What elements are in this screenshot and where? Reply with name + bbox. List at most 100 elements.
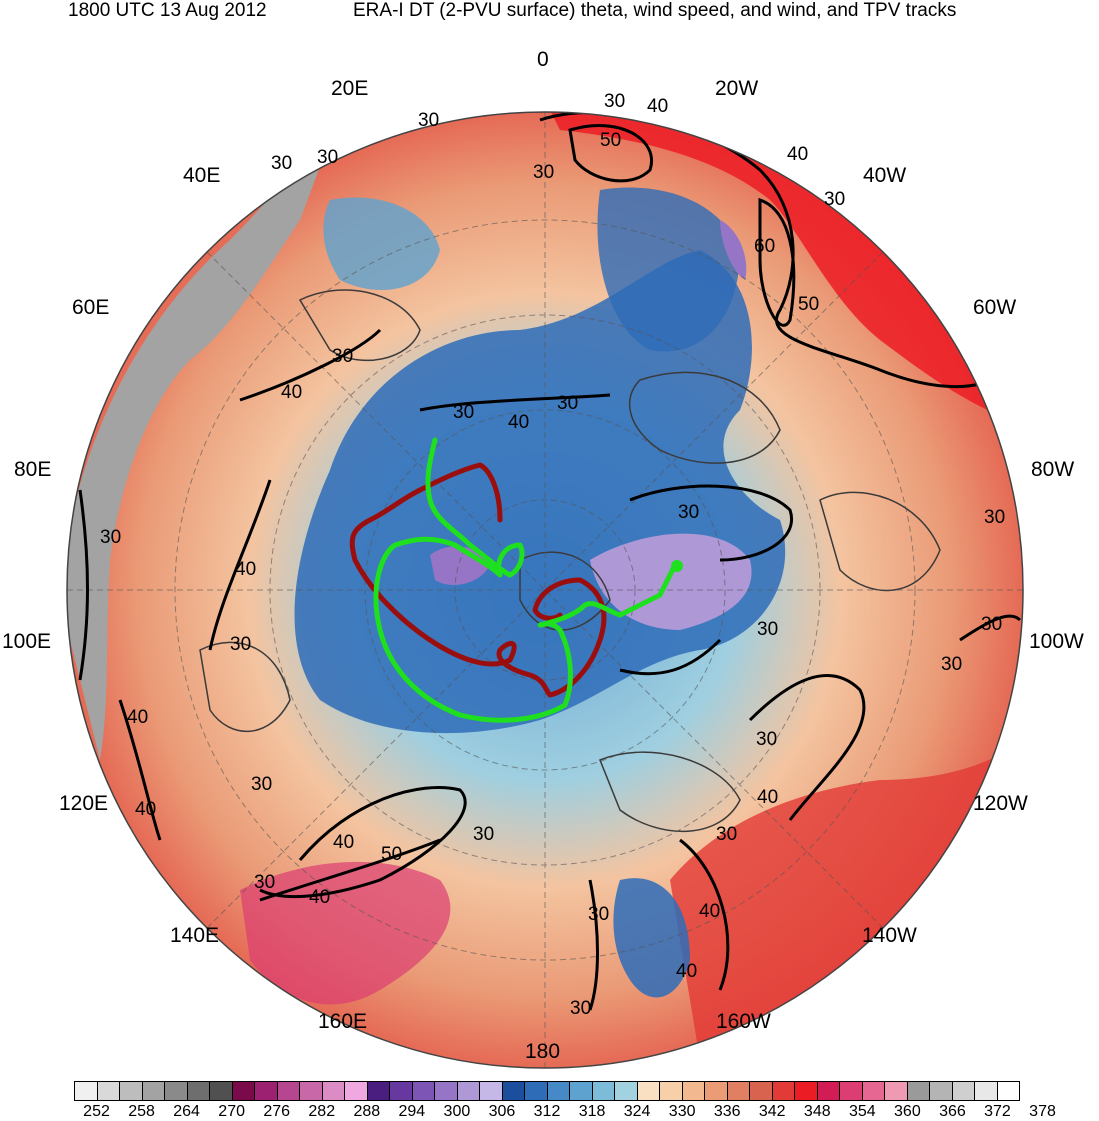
blue-pacific-trough: [613, 878, 690, 998]
tpv-track-red: [349, 462, 607, 698]
colorbar-swatch: [187, 1082, 210, 1100]
contour-label-30: 30: [588, 904, 609, 925]
blue-north-atlantic: [597, 187, 740, 352]
colorbar-swatch: [952, 1082, 975, 1100]
lon-label-0: 0: [537, 48, 549, 71]
contour-label-40: 40: [787, 144, 808, 165]
title-time: 1800 UTC 13 Aug 2012: [68, 0, 267, 21]
lon-label-20w: 20W: [715, 77, 759, 100]
contour-label-30: 30: [332, 346, 353, 367]
contour-label-30: 30: [317, 147, 338, 168]
colorbar-label: 270: [218, 1103, 246, 1120]
colorbar-swatch: [930, 1082, 953, 1100]
colorbar-swatch: [795, 1082, 818, 1100]
colorbar-swatch: [615, 1082, 638, 1100]
colorbar-label: 348: [803, 1103, 831, 1120]
colorbar-swatch: [547, 1082, 570, 1100]
contour-label-30: 30: [604, 91, 625, 112]
contour-label-30: 30: [678, 502, 699, 523]
colorbar-swatch: [412, 1082, 435, 1100]
colorbar-swatch: [345, 1082, 368, 1100]
theta-colorbar-labels: 252 258 264 270 276 282 288 294 300 306 312 318 324 3…: [74, 1103, 1056, 1120]
colorbar-swatch: [300, 1082, 323, 1100]
contour-label-40: 40: [699, 901, 720, 922]
colorbar-swatch: [97, 1082, 120, 1100]
polar-map: 30 40 50 30 30 30 30 40 30 60 50 30 40 3…: [66, 91, 1024, 1069]
lon-label-80w: 80W: [1031, 458, 1075, 481]
wind-speed-contours: [78, 112, 1022, 1011]
lon-label-40e: 40E: [183, 164, 221, 187]
lon-label-180: 180: [525, 1040, 561, 1063]
contour-label-30: 30: [473, 824, 494, 845]
colorbar-swatch: [997, 1082, 1019, 1100]
tpv-track-green: [373, 437, 678, 723]
contour-label-40: 40: [508, 412, 529, 433]
colorbar-swatch: [682, 1082, 705, 1100]
colorbar-swatch: [142, 1082, 165, 1100]
contour-label-30: 30: [254, 872, 275, 893]
contour-label-30: 30: [100, 527, 121, 548]
colorbar-label: 258: [128, 1103, 155, 1120]
contour-label-60: 60: [754, 236, 775, 257]
lon-label-20e: 20E: [331, 77, 369, 100]
colorbar-swatch: [862, 1082, 885, 1100]
contour-label-30: 30: [453, 402, 474, 423]
contour-label-30: 30: [756, 729, 777, 750]
contour-label-40: 40: [647, 96, 668, 117]
contour-label-40: 40: [127, 707, 148, 728]
contour-label-30: 30: [557, 393, 578, 414]
high-theta-atlantic: [550, 112, 1010, 420]
colorbar-label: 276: [263, 1103, 291, 1120]
colorbar-swatch: [75, 1082, 98, 1100]
colorbar-swatch: [502, 1082, 525, 1100]
contour-label-40: 40: [281, 382, 302, 403]
colorbar-label: 324: [623, 1103, 651, 1120]
contour-label-50: 50: [798, 294, 819, 315]
colorbar-label: 252: [83, 1103, 110, 1120]
lon-label-80e: 80E: [14, 458, 52, 481]
globe-outline: [66, 111, 1024, 1069]
colorbar-label: 342: [758, 1103, 786, 1120]
colorbar-label: 294: [398, 1103, 426, 1120]
colorbar-label: 312: [533, 1103, 561, 1120]
contour-label-30: 30: [824, 189, 845, 210]
contour-label-40: 40: [333, 832, 354, 853]
contour-label-50: 50: [381, 844, 402, 865]
colorbar-swatch: [480, 1082, 503, 1100]
colorbar-swatch: [457, 1082, 480, 1100]
contour-label-30: 30: [716, 824, 737, 845]
colorbar-label: 360: [894, 1103, 921, 1120]
colorbar-swatch: [570, 1082, 593, 1100]
colorbar-swatch: [705, 1082, 728, 1100]
lon-label-140e: 140E: [170, 924, 220, 947]
contour-label-30: 30: [230, 634, 251, 655]
lon-label-100w: 100W: [1029, 630, 1084, 653]
theta-colorbar: [74, 1081, 1020, 1101]
colorbar-swatch: [840, 1082, 863, 1100]
colorbar-label: 282: [308, 1103, 336, 1120]
contour-value-labels: 30 40 50 30 30 30 30 40 30 60 50 30 40 3…: [100, 91, 1005, 1019]
lon-label-40w: 40W: [863, 164, 907, 187]
colorbar-label: 288: [353, 1103, 381, 1120]
colorbar-swatch: [907, 1082, 930, 1100]
lon-label-60w: 60W: [973, 296, 1017, 319]
contour-label-40: 40: [757, 787, 778, 808]
colorbar-swatch: [592, 1082, 615, 1100]
tpv-track-green-endpoint: [671, 560, 683, 572]
colorbar-swatch: [975, 1082, 998, 1100]
graticule: [67, 112, 1023, 1068]
colorbar-swatch: [120, 1082, 143, 1100]
contour-label-40: 40: [135, 799, 156, 820]
blue-scandinavia: [323, 197, 440, 290]
lon-label-160w: 160W: [716, 1010, 771, 1033]
colorbar-swatch: [660, 1082, 683, 1100]
colorbar-swatch: [277, 1082, 300, 1100]
colorbar-swatch: [435, 1082, 458, 1100]
colorbar-label: 264: [173, 1103, 200, 1120]
contour-label-40: 40: [235, 559, 256, 580]
colorbar-swatch: [232, 1082, 255, 1100]
title-description: ERA-I DT (2-PVU surface) theta, wind spe…: [353, 0, 957, 21]
lon-label-140w: 140W: [862, 924, 917, 947]
colorbar-swatch: [367, 1082, 390, 1100]
colorbar-swatch: [750, 1082, 773, 1100]
